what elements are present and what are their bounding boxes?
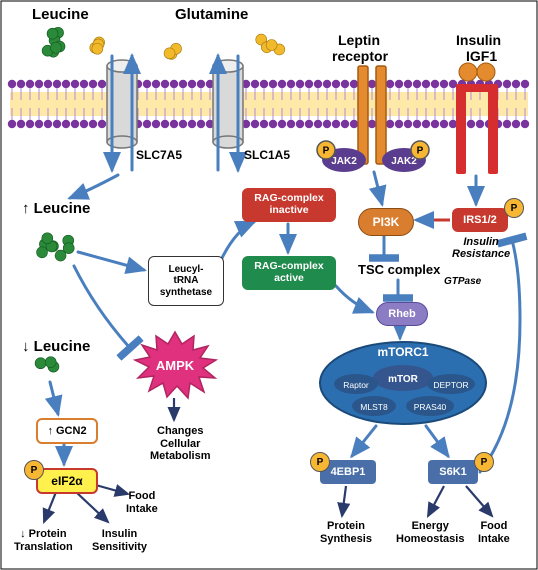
box-irs12: IRS1/2: [452, 208, 508, 232]
mtorc1-complex: mTORC1 mTOR Raptor DEPTOR MLST8 PRAS40: [318, 340, 488, 426]
ir2: Resistance: [452, 248, 510, 260]
box-s6k1: S6K1: [428, 460, 478, 484]
label-ins-res: Insulin Resistance: [452, 236, 510, 260]
p-irs: P: [504, 198, 524, 218]
label-igf1: IGF1: [466, 48, 497, 64]
label-slc7a5: SLC7A5: [136, 148, 182, 162]
oval-pi3k: PI3K: [358, 208, 414, 236]
irs-txt: IRS1/2: [463, 214, 497, 226]
label-leptin2: receptor: [332, 48, 388, 64]
svg-text:MLST8: MLST8: [360, 402, 388, 412]
svg-text:PRAS40: PRAS40: [414, 402, 447, 412]
leucyl-l2: tRNA: [174, 275, 199, 287]
p-s6k1: P: [474, 452, 494, 472]
mtorc1-txt: mTORC1: [377, 345, 428, 359]
rag-in-l2: inactive: [269, 205, 308, 217]
fi2b: Intake: [478, 533, 510, 545]
changes-l2: Cellular: [160, 438, 200, 450]
box-rag-inactive: RAG-complex inactive: [242, 188, 336, 222]
label-leptin1: Leptin: [338, 32, 380, 48]
box-leucyl-trna: Leucyl- tRNA synthetase: [148, 256, 224, 306]
ebp1-txt: 4EBP1: [331, 466, 366, 478]
membrane: [10, 92, 528, 116]
label-prot-trans: ↓ Protein Translation: [14, 528, 73, 553]
svg-text:AMPK: AMPK: [156, 358, 195, 373]
s6k1-txt: S6K1: [439, 466, 467, 478]
ps2: Synthesis: [320, 533, 372, 545]
label-food-intake-left: Food Intake: [126, 490, 158, 515]
ampk-star: AMPK: [130, 330, 220, 400]
fi2a: Food: [480, 520, 507, 532]
en1: Energy: [412, 520, 449, 532]
label-insulin: Insulin: [456, 32, 501, 48]
label-leucine-up: ↑ Leucine: [22, 200, 90, 217]
eif2a-txt: eIF2α: [51, 474, 82, 488]
label-food-intake-right: Food Intake: [478, 520, 510, 545]
oval-rheb: Rheb: [376, 302, 428, 326]
en2: Homeostasis: [396, 533, 464, 545]
changes-l1: Changes: [157, 425, 203, 437]
gcn2-txt: ↑ GCN2: [47, 425, 86, 437]
label-gtpase: GTPase: [444, 276, 481, 287]
svg-text:Raptor: Raptor: [343, 380, 369, 390]
leucyl-l1: Leucyl-: [168, 264, 203, 276]
ps1: Protein: [327, 520, 365, 532]
fi1a: Food: [128, 490, 155, 502]
svg-text:JAK2: JAK2: [391, 156, 417, 167]
p-4ebp1: P: [310, 452, 330, 472]
pt2: Translation: [14, 541, 73, 553]
changes-l3: Metabolism: [150, 450, 211, 462]
fi1b: Intake: [126, 503, 158, 515]
pt1: ↓ Protein: [20, 528, 66, 540]
box-rag-active: RAG-complex active: [242, 256, 336, 290]
label-ins-sens: Insulin Sensitivity: [92, 528, 147, 553]
label-leucine-dn: ↓ Leucine: [22, 338, 90, 355]
box-eif2a: eIF2α: [36, 468, 98, 494]
pi3k-txt: PI3K: [373, 215, 400, 229]
svg-text:P: P: [323, 146, 330, 157]
svg-text:JAK2: JAK2: [331, 156, 357, 167]
label-tsc: TSC complex: [358, 262, 440, 277]
rag-ac-l2: active: [274, 273, 304, 285]
label-changes: Changes Cellular Metabolism: [150, 425, 211, 463]
label-glutamine-top: Glutamine: [175, 6, 248, 23]
p-eif2a: P: [24, 460, 44, 480]
box-gcn2: ↑ GCN2: [36, 418, 98, 444]
label-energy: Energy Homeostasis: [396, 520, 464, 545]
is1: Insulin: [102, 528, 137, 540]
rheb-txt: Rheb: [388, 308, 416, 320]
label-slc1a5: SLC1A5: [244, 148, 290, 162]
leucyl-l3: synthetase: [160, 287, 212, 299]
label-leucine-top: Leucine: [32, 6, 89, 23]
ir1: Insulin: [463, 236, 498, 248]
is2: Sensitivity: [92, 541, 147, 553]
label-prot-syn: Protein Synthesis: [320, 520, 372, 545]
svg-text:mTOR: mTOR: [388, 374, 419, 385]
svg-text:P: P: [417, 146, 424, 157]
svg-text:DEPTOR: DEPTOR: [433, 380, 468, 390]
